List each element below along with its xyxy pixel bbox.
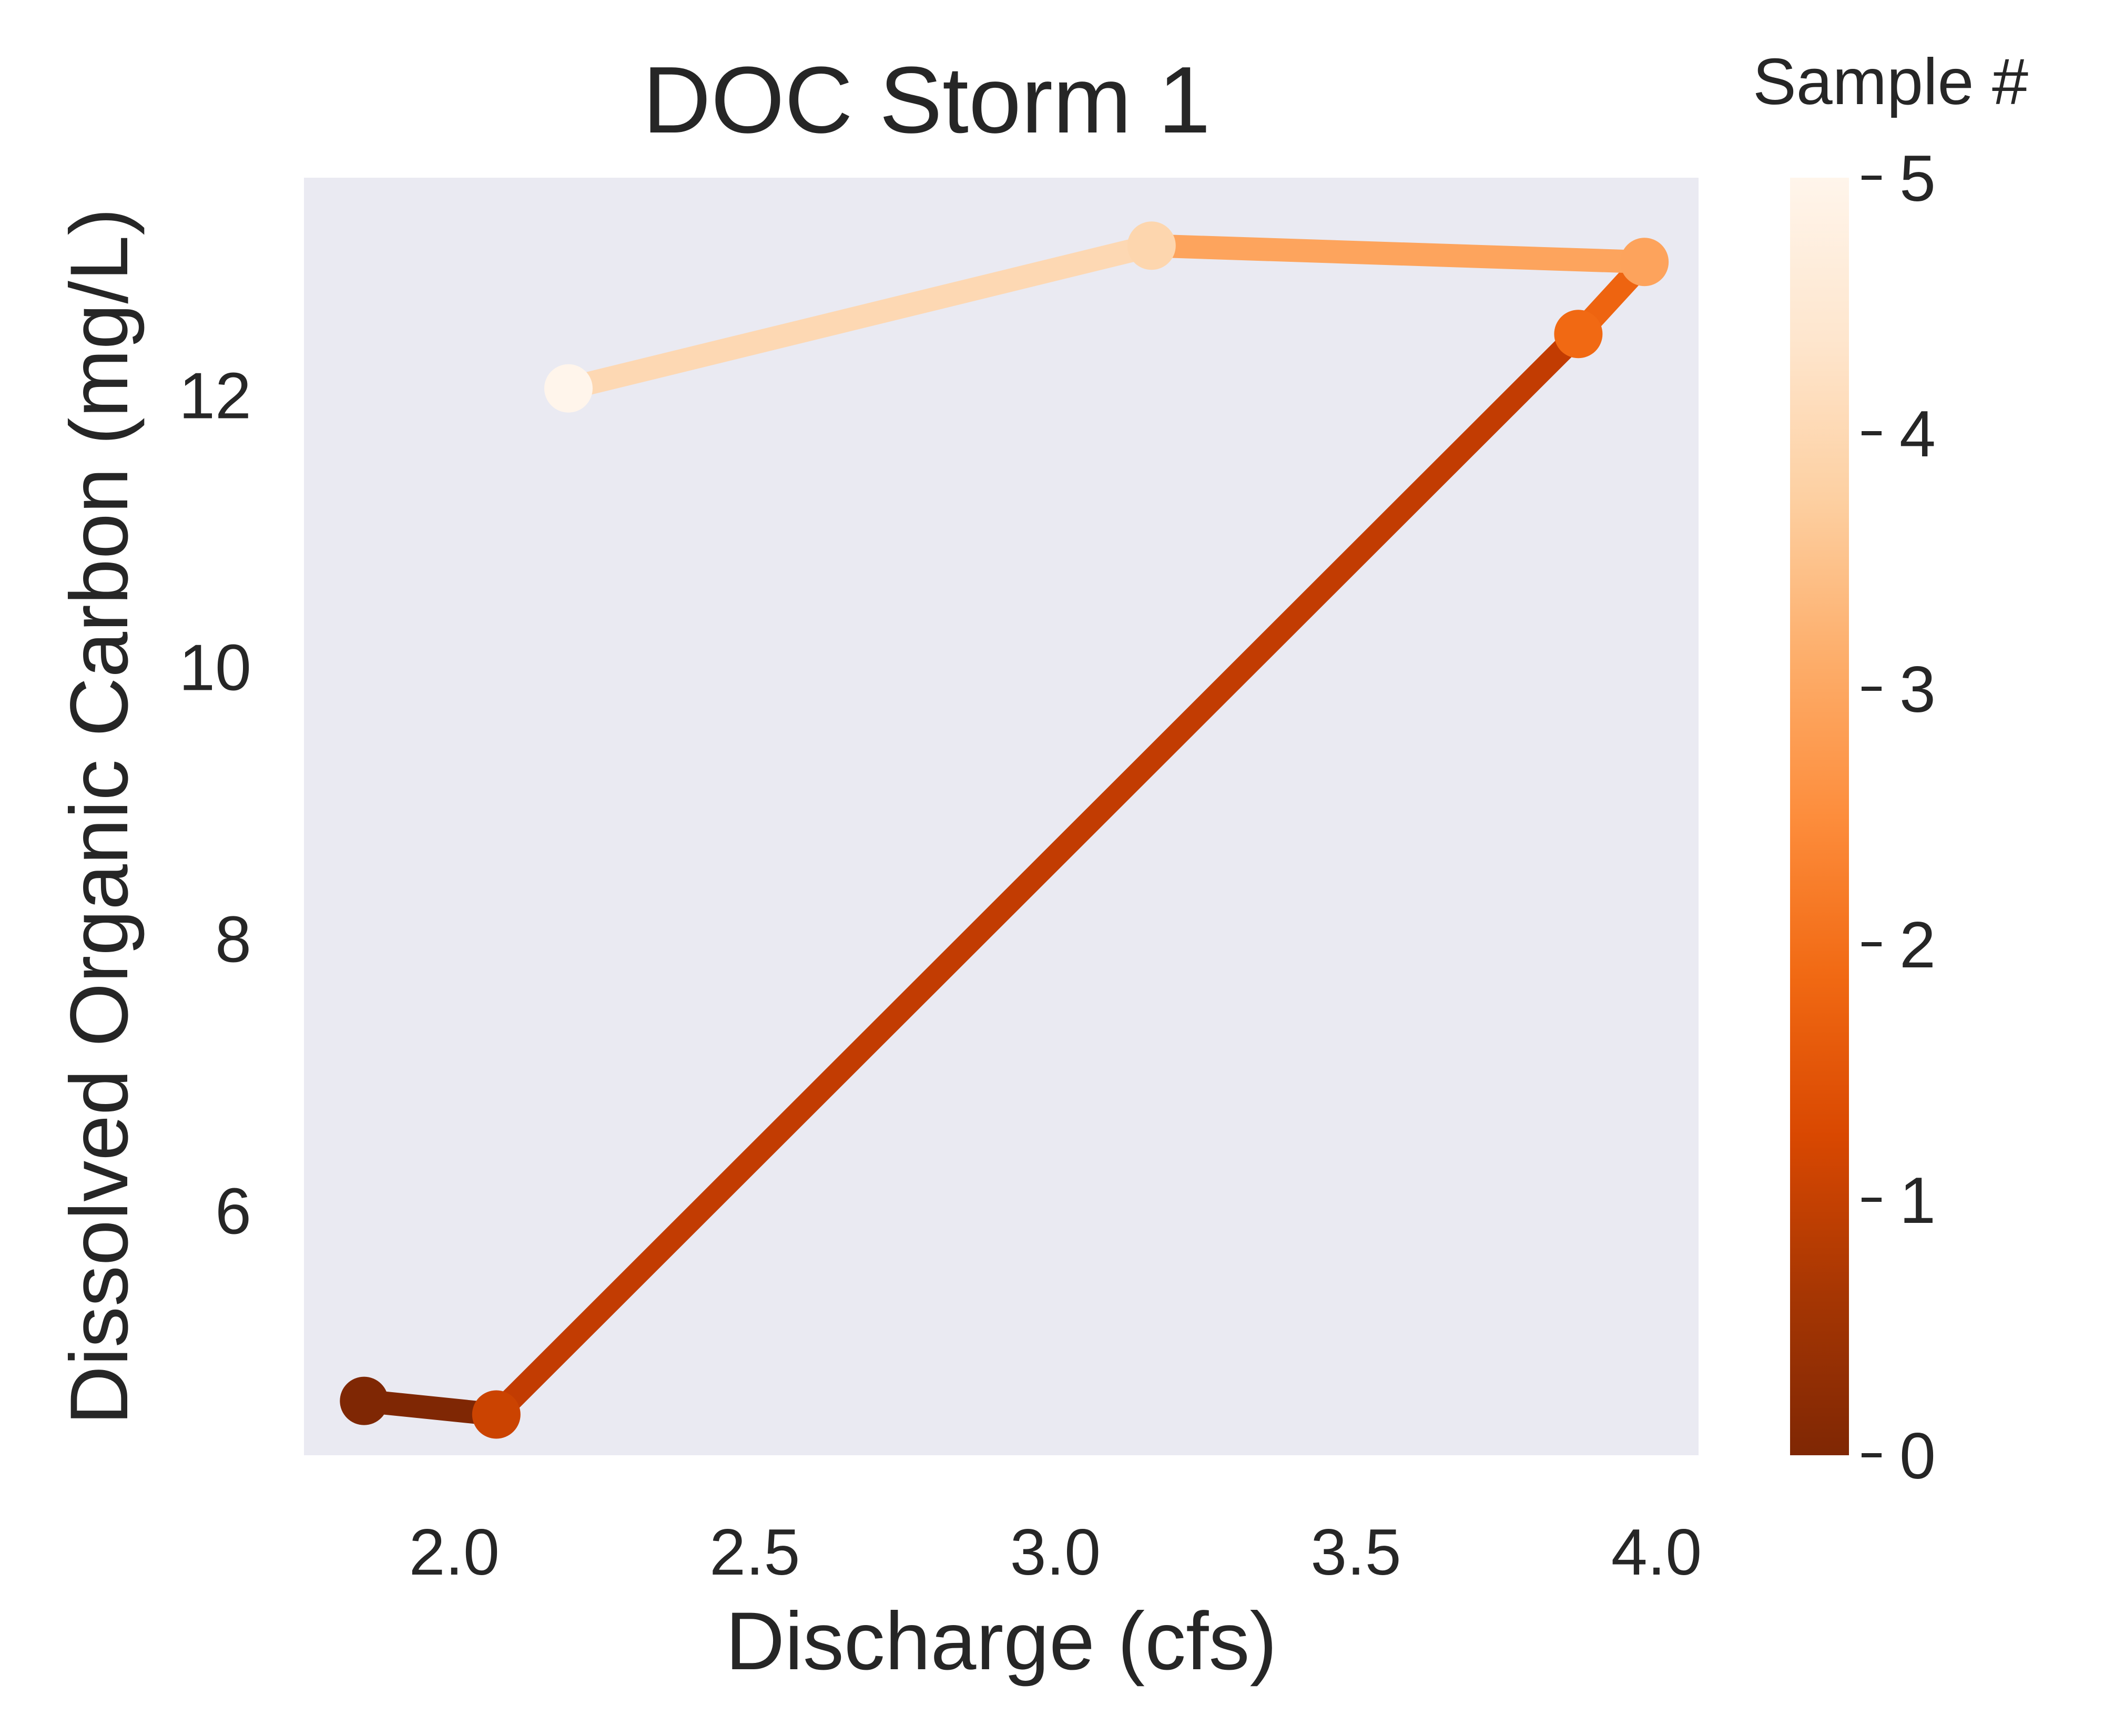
y-axis: 6 8 10 12 bbox=[179, 360, 251, 1248]
x-tick-label: 3.5 bbox=[1310, 1516, 1401, 1589]
series-markers bbox=[340, 221, 1669, 1439]
plot-area bbox=[304, 178, 1699, 1455]
colorbar-tick-label: 1 bbox=[1899, 1165, 1936, 1237]
x-tick-label: 2.5 bbox=[709, 1516, 800, 1589]
data-point-sample-0 bbox=[340, 1376, 389, 1425]
colorbar-tick-label: 0 bbox=[1899, 1420, 1936, 1493]
colorbar-tick-label: 4 bbox=[1899, 398, 1936, 471]
x-axis-label: Discharge (cfs) bbox=[726, 1596, 1277, 1687]
colorbar bbox=[1790, 178, 1849, 1455]
x-tick-label: 3.0 bbox=[1010, 1516, 1101, 1589]
y-axis-label: Dissolved Organic Carbon (mg/L) bbox=[54, 208, 145, 1425]
y-tick-label: 6 bbox=[215, 1176, 251, 1248]
colorbar-tick-label: 2 bbox=[1899, 909, 1936, 982]
data-point-sample-3 bbox=[1620, 238, 1669, 287]
colorbar-tick-label: 5 bbox=[1899, 142, 1936, 215]
data-point-sample-2 bbox=[1554, 310, 1603, 359]
colorbar-label: Sample # bbox=[1753, 46, 2028, 118]
x-tick-label: 2.0 bbox=[409, 1516, 500, 1589]
y-tick-label: 10 bbox=[179, 632, 251, 704]
colorbar-axis: 0 1 2 3 4 5 bbox=[1862, 142, 1936, 1493]
line-segment-3 bbox=[1151, 234, 1645, 274]
y-tick-label: 8 bbox=[215, 904, 251, 976]
chart-title: DOC Storm 1 bbox=[643, 47, 1211, 153]
data-point-sample-4 bbox=[1127, 221, 1176, 270]
x-tick-label: 4.0 bbox=[1611, 1516, 1702, 1589]
data-point-sample-1 bbox=[472, 1390, 521, 1439]
line-segment-4 bbox=[565, 234, 1155, 400]
x-axis: 2.0 2.5 3.0 3.5 4.0 bbox=[409, 1516, 1702, 1589]
data-point-sample-5 bbox=[544, 364, 593, 413]
y-tick-label: 12 bbox=[179, 360, 251, 433]
line-segment-1 bbox=[488, 325, 1587, 1423]
colorbar-tick-label: 3 bbox=[1899, 653, 1936, 726]
